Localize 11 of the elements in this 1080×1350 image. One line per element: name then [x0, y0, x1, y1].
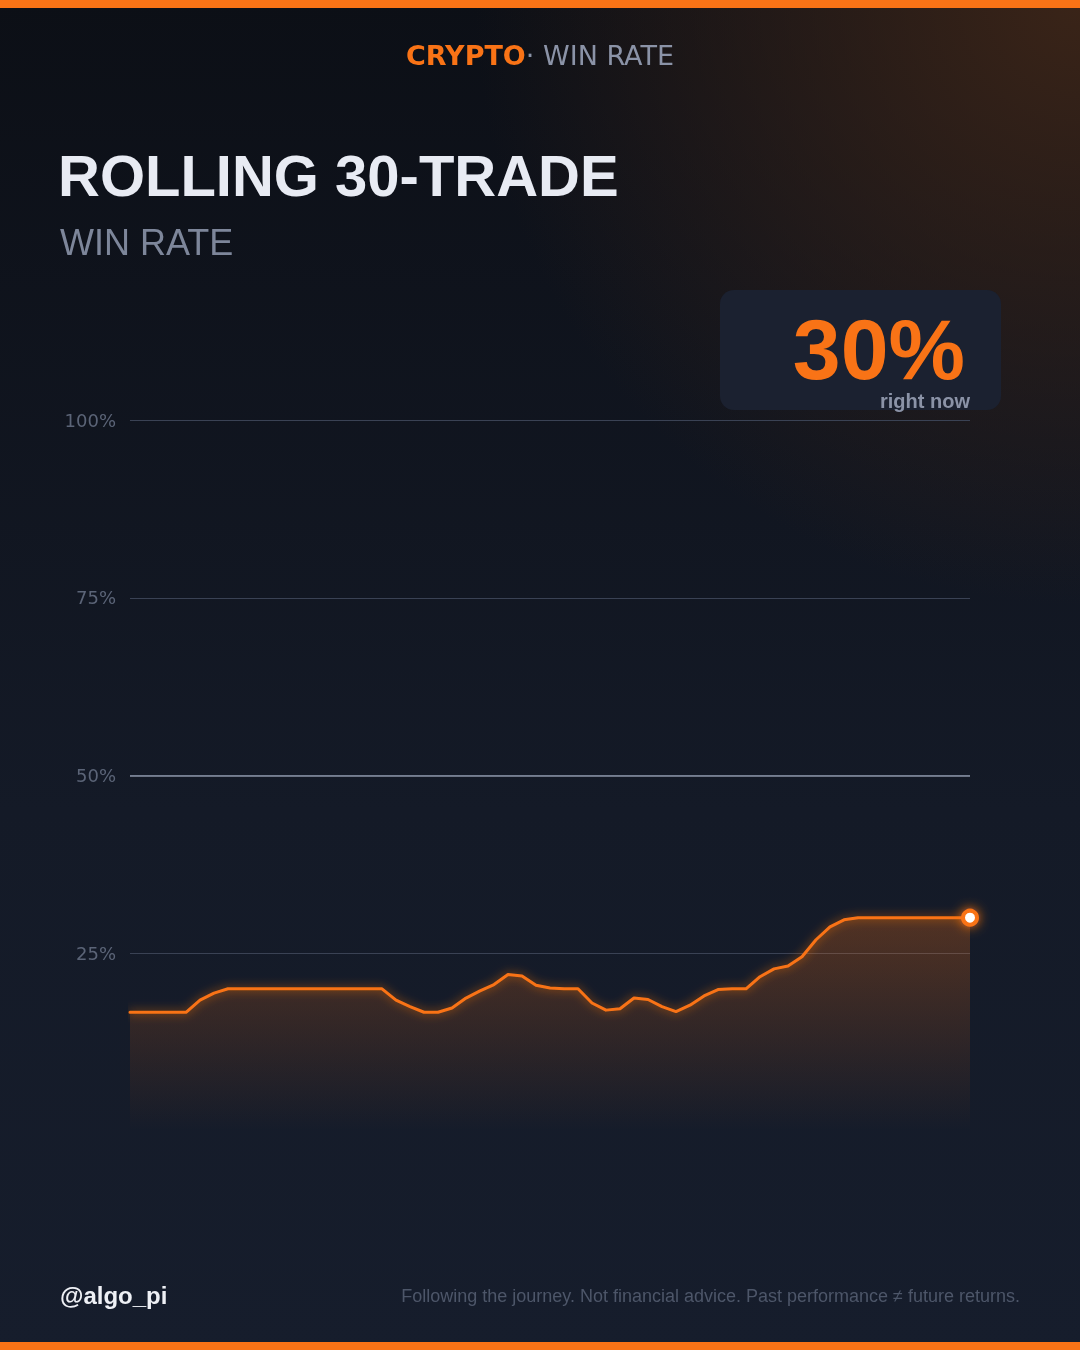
chart-title: ROLLING 30-TRADE: [58, 142, 619, 209]
text: right now: [880, 390, 970, 413]
text: @algo_pi: [60, 1282, 168, 1310]
text: · WIN RATE: [525, 40, 675, 71]
y-tick-label: 100%: [64, 409, 116, 431]
y-tick-label: 25%: [75, 942, 116, 964]
chart-subtitle: WIN RATE: [60, 222, 234, 264]
text: Following the journey. Not financial advice. Past performance ≠ future returns.: [401, 1286, 1020, 1307]
text: CRYPTO: [405, 40, 526, 71]
y-tick-label: 50%: [75, 765, 116, 786]
y-tick-label: 75%: [75, 587, 116, 609]
